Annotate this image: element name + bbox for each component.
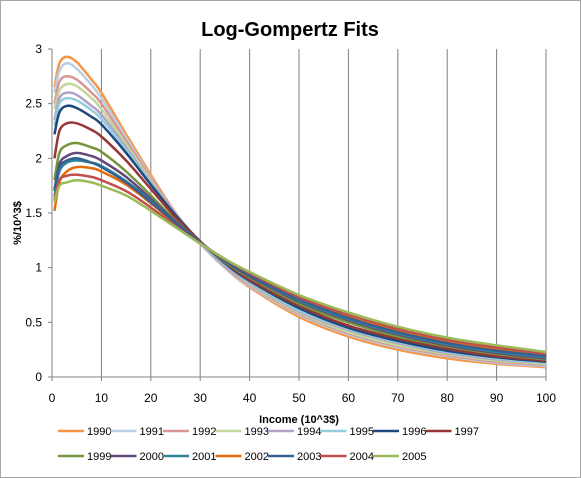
- legend-label: 2004: [350, 451, 374, 463]
- x-tick-label: 0: [49, 391, 56, 405]
- tick-labels: 00.511.522.530 10 20 30 40 50 60 70 80 90 100: [25, 42, 556, 405]
- x-tick-label: 80: [441, 391, 455, 405]
- series-line-1997: [53, 121, 547, 362]
- x-tick-label: 10: [95, 391, 109, 405]
- x-tick-label: 70: [391, 391, 405, 405]
- legend-label: 2003: [297, 451, 321, 463]
- x-tick-label: 60: [342, 391, 356, 405]
- legend-label: 1990: [87, 426, 111, 438]
- y-tick-label: 2: [35, 151, 42, 165]
- legend-label: 1997: [455, 426, 479, 438]
- legend-item-2004: 2004: [320, 451, 374, 463]
- series-line-1993: [53, 82, 547, 366]
- gridlines: [100, 49, 547, 377]
- legend-label: 2000: [140, 451, 164, 463]
- series-line-1994: [53, 91, 547, 365]
- legend-item-1996: 1996: [373, 426, 426, 438]
- x-tick-label: 20: [144, 391, 158, 405]
- x-tick-label: 40: [243, 391, 257, 405]
- legend-item-2001: 2001: [163, 451, 216, 463]
- chart-title: Log-Gompertz Fits: [201, 19, 379, 41]
- legend-label: 2005: [402, 451, 426, 463]
- x-tick-label: 90: [490, 391, 504, 405]
- legend-item-1990: 1990: [58, 426, 111, 438]
- legend-label: 2001: [192, 451, 216, 463]
- series-line-1999: [53, 141, 547, 361]
- series-line-1992: [53, 74, 547, 367]
- y-tick-label: 0.5: [25, 315, 42, 329]
- legend-label: 1994: [297, 426, 321, 438]
- legend-item-1994: 1994: [268, 426, 321, 438]
- y-tick-label: 1: [35, 261, 42, 275]
- legend-label: 1999: [87, 451, 111, 463]
- legend-label: 2002: [245, 451, 269, 463]
- y-tick-label: 1.5: [25, 206, 42, 220]
- x-tick-label: 100: [536, 391, 556, 405]
- legend-item-2000: 2000: [110, 451, 164, 463]
- y-tick-label: 3: [35, 42, 42, 56]
- y-tick-label: 0: [35, 370, 42, 384]
- legend-item-2005: 2005: [373, 451, 426, 463]
- legend-label: 1995: [350, 426, 374, 438]
- y-tick-label: 2.5: [25, 97, 42, 111]
- series-line-2004: [53, 173, 547, 356]
- x-axis-label: Income (10^3$): [259, 414, 339, 426]
- legend: 1990 1991 1992 1993 1994 1995 1996 1997 1999 2000…: [58, 426, 479, 463]
- legend-item-1999: 1999: [58, 451, 111, 463]
- series-line-2001: [53, 159, 547, 359]
- series-line-2005: [53, 178, 547, 354]
- x-tick-label: 30: [194, 391, 208, 405]
- y-axis-label: %/10^3$: [12, 201, 24, 245]
- legend-item-1995: 1995: [320, 426, 374, 438]
- legend-label: 1991: [140, 426, 164, 438]
- series-line-2003: [53, 157, 547, 358]
- series-line-1991: [53, 61, 547, 368]
- legend-item-1997: 1997: [425, 426, 479, 438]
- legend-label: 1993: [245, 426, 269, 438]
- legend-item-1992: 1992: [163, 426, 216, 438]
- axes: [48, 48, 547, 381]
- legend-item-1991: 1991: [110, 426, 164, 438]
- legend-label: 1992: [192, 426, 216, 438]
- legend-item-1993: 1993: [215, 426, 269, 438]
- legend-item-2002: 2002: [215, 451, 269, 463]
- series-line-1990: [53, 55, 547, 369]
- plot-series: [53, 55, 547, 369]
- x-tick-label: 50: [292, 391, 306, 405]
- legend-label: 1996: [402, 426, 426, 438]
- legend-item-2003: 2003: [268, 451, 321, 463]
